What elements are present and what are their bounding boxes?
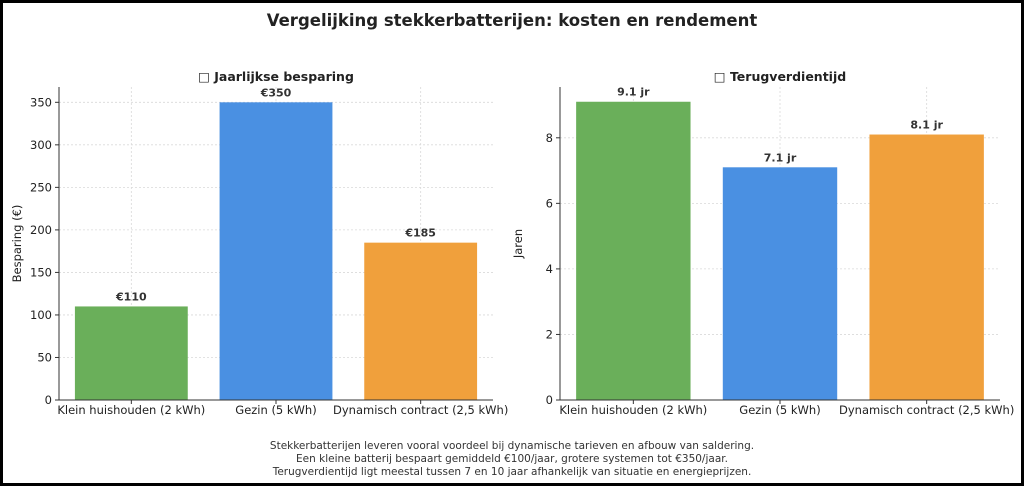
chart-payback: 9.1 jr 7.1 jr 8.1 jr 0 2 4 6 8 Klein huishouden …	[511, 69, 1014, 417]
data-label: €185	[404, 227, 436, 240]
x-tick-label: Gezin (5 kWh)	[739, 403, 820, 417]
data-label: 8.1 jr	[910, 119, 943, 132]
subplot-title: □ Jaarlijkse besparing	[198, 69, 354, 84]
caption-line-1: Stekkerbatterijen leveren vooral voordee…	[269, 440, 755, 452]
y-axis-label: Besparing (€)	[10, 205, 24, 283]
bar	[219, 102, 333, 400]
caption-line-3: Terugverdientijd ligt meestal tussen 7 e…	[272, 466, 752, 478]
bar	[869, 134, 984, 400]
bar	[74, 306, 188, 400]
y-tick-label: 50	[37, 350, 52, 364]
data-label: €350	[260, 86, 292, 99]
y-tick-label: 8	[546, 131, 553, 145]
y-tick-label: 150	[30, 265, 52, 279]
chart-savings: €110 €350 €185 0 50 100 150 200 250 300 350 Klein h…	[10, 69, 508, 417]
x-tick-label: Klein huishouden (2 kWh)	[559, 403, 707, 417]
data-label: 7.1 jr	[764, 151, 797, 164]
figure-title: Vergelijking stekkerbatterijen: kosten e…	[266, 11, 758, 30]
data-label: €110	[115, 290, 147, 303]
figure-caption: Stekkerbatterijen leveren vooral voordee…	[3, 440, 1021, 479]
bar	[576, 101, 691, 400]
x-tick-label: Klein huishouden (2 kWh)	[57, 403, 205, 417]
subplot-title: □ Terugverdientijd	[714, 69, 846, 84]
y-tick-label: 300	[30, 138, 52, 152]
y-axis-label: Jaren	[511, 229, 525, 259]
bar	[722, 167, 838, 400]
x-tick-label: Gezin (5 kWh)	[235, 403, 316, 417]
data-label: 9.1 jr	[617, 86, 650, 99]
y-tick-label: 6	[546, 196, 553, 210]
y-tick-label: 250	[30, 180, 52, 194]
x-tick-label: Dynamisch contract (2,5 kWh)	[333, 403, 508, 417]
y-tick-label: 0	[45, 393, 52, 407]
y-tick-label: 4	[546, 262, 553, 276]
y-tick-label: 2	[546, 327, 553, 341]
x-tick-label: Dynamisch contract (2,5 kWh)	[839, 403, 1014, 417]
y-tick-label: 100	[30, 308, 52, 322]
caption-line-2: Een kleine batterij bespaart gemiddeld €…	[296, 453, 728, 465]
y-tick-label: 0	[546, 393, 553, 407]
y-tick-label: 200	[30, 223, 52, 237]
y-tick-label: 350	[30, 95, 52, 109]
bar	[364, 242, 478, 400]
